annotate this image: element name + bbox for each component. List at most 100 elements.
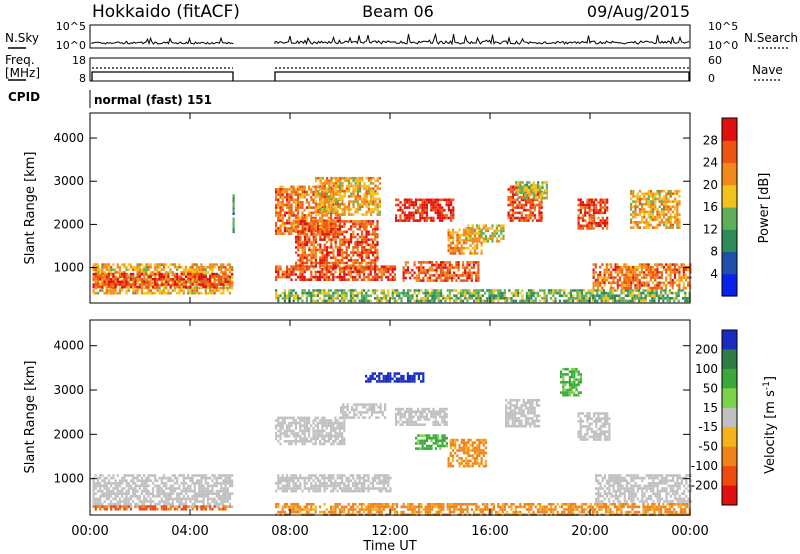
power-cell [339, 187, 342, 190]
power-cell [299, 297, 302, 300]
power-cell [290, 229, 293, 233]
power-cell [336, 297, 339, 300]
power-cell [306, 256, 309, 260]
power-cell [410, 203, 413, 207]
power-cell [308, 222, 311, 226]
vel-cell [149, 479, 152, 482]
power-cell [222, 265, 225, 269]
power-cell [500, 232, 503, 235]
power-cell [160, 280, 163, 284]
power-cell [319, 297, 322, 300]
power-cell [367, 176, 370, 180]
power-cell [678, 284, 681, 287]
vel-cell [116, 500, 119, 503]
power-cell [154, 263, 157, 266]
power-cell [376, 253, 379, 257]
power-cell [470, 266, 473, 269]
power-cell [101, 285, 104, 289]
power-cell [295, 261, 298, 265]
power-cell [343, 225, 346, 228]
power-cell [110, 283, 113, 286]
power-cell [341, 233, 344, 236]
power-cell [372, 251, 375, 254]
power-cell [92, 278, 95, 281]
power-cell [125, 268, 128, 272]
power-cell [321, 200, 324, 203]
power-cell [433, 263, 436, 267]
power-cell [354, 265, 357, 268]
power-cell [332, 225, 335, 228]
power-cell [645, 263, 648, 266]
vel-cell [105, 487, 108, 490]
power-cell [656, 268, 659, 272]
vel-cell [195, 474, 199, 477]
power-cell [314, 233, 317, 236]
power-cell [678, 281, 681, 285]
power-cell [290, 227, 293, 230]
power-cell [348, 210, 351, 214]
power-cell [521, 299, 524, 303]
power-cell [330, 187, 333, 190]
power-cell [632, 273, 635, 277]
power-cell [676, 213, 679, 216]
power-cell [451, 249, 455, 253]
power-cell [321, 206, 324, 209]
vel-cell [151, 474, 155, 477]
power-cell [420, 299, 423, 303]
power-cell [656, 213, 659, 216]
power-cell [638, 273, 641, 277]
power-cell [424, 274, 427, 277]
power-cell [339, 225, 342, 228]
power-cell [118, 272, 122, 276]
vel-cell [193, 497, 196, 501]
power-cell [299, 230, 302, 234]
nsearch-label: N.Search [744, 31, 798, 45]
power-cell [460, 233, 463, 237]
power-cell [445, 216, 448, 220]
power-cell [468, 271, 471, 275]
power-cell [449, 241, 452, 245]
power-cell [480, 236, 483, 240]
power-cell [160, 268, 163, 272]
power-cell [517, 191, 520, 195]
power-cell [408, 206, 411, 209]
power-cell [407, 294, 410, 297]
vel-cell [162, 502, 166, 506]
power-cell [467, 231, 470, 234]
vel-cell [101, 474, 104, 477]
power-cell [441, 206, 444, 209]
power-cell [371, 291, 374, 295]
power-cell [471, 227, 474, 230]
power-cell [312, 225, 315, 228]
power-cell [449, 233, 452, 237]
power-cell [191, 278, 194, 282]
power-cell [425, 201, 428, 204]
power-cell [477, 266, 480, 269]
power-cell [424, 271, 427, 275]
power-cell [301, 225, 304, 228]
power-cell [299, 243, 302, 247]
power-cell [356, 227, 359, 231]
power-cell [290, 270, 293, 274]
power-cell [275, 214, 278, 217]
power-cell [378, 187, 381, 190]
power-cell [596, 294, 599, 297]
power-cell [634, 265, 637, 269]
power-cell [669, 221, 672, 224]
power-cell [132, 280, 135, 284]
power-cell [606, 198, 609, 202]
power-cell [669, 276, 672, 279]
power-cell [651, 294, 654, 297]
vel-cell [156, 502, 159, 506]
power-cell [328, 187, 331, 190]
power-cell [614, 281, 617, 285]
power-cell [356, 294, 359, 297]
power-cell [674, 213, 677, 216]
vel-cell [173, 476, 177, 480]
vel-cell [200, 495, 203, 498]
power-cell [354, 210, 357, 214]
power-cell [439, 219, 442, 222]
power-cell [404, 261, 407, 264]
power-cell [301, 270, 304, 274]
